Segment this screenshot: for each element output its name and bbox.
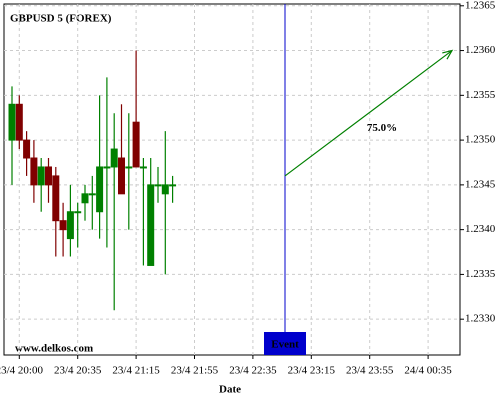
y-tick-label: 1.2340 <box>465 223 496 235</box>
y-tick-label: 1.2345 <box>465 178 496 190</box>
candle-body <box>161 184 169 195</box>
candle-body <box>103 166 111 169</box>
candle-body <box>118 157 125 195</box>
candle-body <box>147 184 155 266</box>
watermark: www.delkos.com <box>15 343 93 355</box>
y-tick-label: 1.2335 <box>465 268 496 280</box>
y-tick-label: 1.2350 <box>465 134 496 146</box>
candle-body <box>88 193 96 196</box>
x-tick-label: 23/4 20:35 <box>54 365 102 377</box>
forecast-arrow <box>284 50 453 177</box>
candle-body <box>74 211 82 214</box>
candle-body <box>169 184 177 187</box>
plot-area <box>3 3 461 356</box>
x-tick-label: 23/4 21:55 <box>171 365 219 377</box>
candle-body <box>37 166 45 186</box>
candle-body <box>30 157 38 186</box>
event-box <box>264 332 306 355</box>
candle-body <box>139 166 147 169</box>
forecast-label: 75.0% <box>367 122 397 134</box>
candle-body <box>66 211 74 240</box>
candle-body <box>154 184 162 187</box>
candle-body <box>81 193 89 204</box>
x-tick-label: 23/4 22:35 <box>229 365 277 377</box>
x-tick-label: 23/4 20:00 <box>0 365 43 377</box>
candle-body <box>23 139 31 159</box>
candle-body <box>132 121 140 168</box>
chart-title: GBPUSD 5 (FOREX) <box>10 13 112 25</box>
candle-body <box>125 166 133 169</box>
candle-body <box>96 166 104 213</box>
x-tick-label: 24/4 00:35 <box>404 365 452 377</box>
arrow-head <box>442 49 454 60</box>
candle-body <box>52 175 60 222</box>
y-tick-label: 1.2360 <box>465 44 496 56</box>
event-label: Event <box>271 339 299 351</box>
y-tick-label: 1.2365 <box>465 0 496 11</box>
x-tick-label: 23/4 23:55 <box>346 365 394 377</box>
candle-body <box>110 148 118 168</box>
y-tick-label: 1.2330 <box>465 313 496 325</box>
candle-body <box>15 103 23 141</box>
candle-body <box>45 166 52 186</box>
x-tick-label: 23/4 23:15 <box>288 365 336 377</box>
candle-body <box>8 103 16 141</box>
y-tick-label: 1.2355 <box>465 89 496 101</box>
candle-body <box>59 220 67 231</box>
x-axis-label: Date <box>219 384 241 396</box>
x-tick-label: 23/4 21:15 <box>112 365 160 377</box>
